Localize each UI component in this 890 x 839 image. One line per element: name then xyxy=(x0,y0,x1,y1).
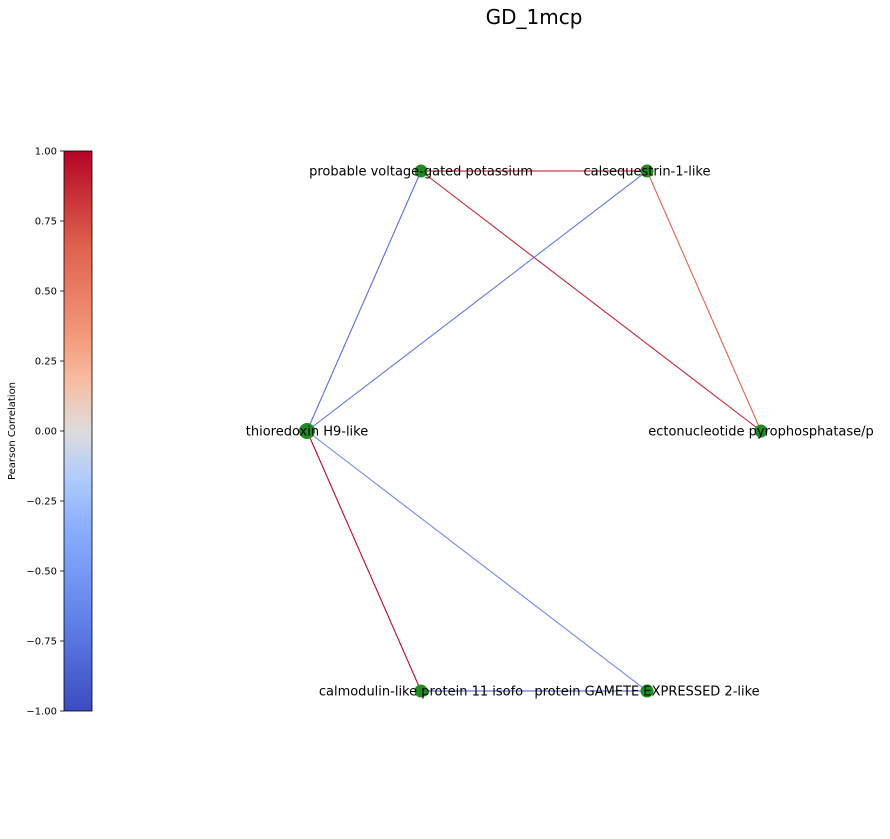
edge-pvgp-thio xyxy=(306,170,422,432)
node-labels-layer: probable voltage-gated potassium calseque… xyxy=(246,165,874,700)
colorbar-tick-label: −0.25 xyxy=(26,497,57,508)
colorbar-tick-label: 0.25 xyxy=(35,357,57,368)
edge-thio-calmod xyxy=(306,430,422,692)
colorbar: 1.00 0.75 0.50 0.25 0.00 −0.25 −0.50 −0.75 −1.00… xyxy=(7,147,93,718)
edge-pvgp-ecto xyxy=(420,170,762,432)
node-label-calmod: calmodulin-like protein 11 isofo xyxy=(319,685,523,700)
node-calseq[interactable] xyxy=(640,164,654,178)
node-pvgp[interactable] xyxy=(414,164,428,178)
colorbar-tick-label: −0.75 xyxy=(26,637,57,648)
chart-title: GD_1mcp xyxy=(486,5,583,29)
node-thio[interactable] xyxy=(299,423,315,439)
edges-layer xyxy=(306,170,762,692)
node-label-thio: thioredoxin H9-like xyxy=(246,425,368,440)
node-gamete[interactable] xyxy=(640,684,654,698)
edge-thio-gamete xyxy=(306,430,648,692)
colorbar-tick-label: 1.00 xyxy=(35,147,57,158)
node-calmod[interactable] xyxy=(414,684,428,698)
colorbar-tick-label: 0.75 xyxy=(35,217,57,228)
colorbar-tick-label: 0.00 xyxy=(35,427,57,438)
nodes-layer xyxy=(299,164,768,698)
node-label-pvgp: probable voltage-gated potassium xyxy=(309,165,533,180)
edge-calseq-ecto xyxy=(646,170,762,432)
colorbar-tick-label: −1.00 xyxy=(26,707,57,718)
edge-calseq-thio xyxy=(306,170,648,432)
colorbar-gradient xyxy=(63,150,93,712)
colorbar-ticks: 1.00 0.75 0.50 0.25 0.00 −0.25 −0.50 −0.75 −1.00 xyxy=(26,147,64,718)
node-ecto[interactable] xyxy=(754,424,768,438)
colorbar-tick-label: −0.50 xyxy=(26,567,57,578)
node-label-ecto: ectonucleotide pyrophosphatase/p xyxy=(648,425,874,440)
colorbar-label: Pearson Correlation xyxy=(7,382,18,480)
colorbar-tick-label: 0.50 xyxy=(35,287,57,298)
node-label-calseq: calsequestrin-1-like xyxy=(584,165,711,180)
node-label-gamete: protein GAMETE EXPRESSED 2-like xyxy=(534,685,759,700)
